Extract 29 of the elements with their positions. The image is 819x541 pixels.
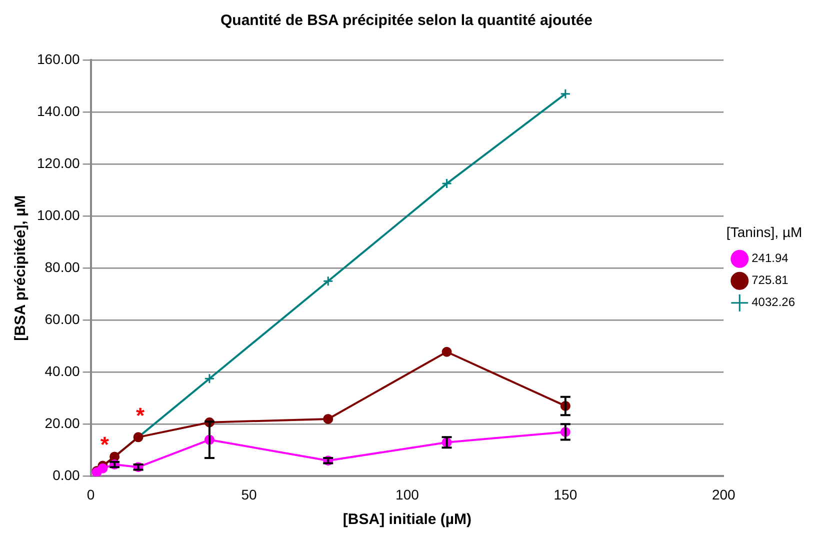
y-tick-label: 120.00 [36, 154, 80, 171]
x-tick-label: 0 [86, 486, 95, 502]
y-tick-label: 100.00 [36, 206, 80, 223]
point [322, 276, 334, 286]
y-tick-label: 60.00 [44, 310, 80, 327]
y-tick-label: 0.00 [52, 467, 80, 484]
annotation: * [100, 432, 110, 457]
y-tick-label: 80.00 [44, 258, 80, 275]
y-tick-label: 140.00 [36, 102, 80, 119]
y-tick-label: 40.00 [44, 363, 80, 380]
y-tick-label: 20.00 [44, 415, 80, 432]
x-tick-label: 50 [241, 486, 258, 502]
point [323, 414, 334, 424]
x-tick-label: 200 [712, 486, 736, 502]
x-tick-label: 100 [396, 486, 420, 502]
point [204, 373, 215, 384]
legend-title: [Tanins], µM [726, 224, 802, 240]
y-axis-title: [BSA précipitée], µM [12, 195, 30, 341]
legend-label: 725.81 [752, 273, 789, 288]
annotation: * [136, 403, 145, 428]
point [560, 88, 571, 100]
x-tick-label: 150 [554, 486, 578, 502]
point [442, 346, 452, 357]
legend-label: 4032.26 [752, 295, 796, 310]
point [442, 178, 452, 189]
x-axis-title: [BSA] initiale (µM) [342, 511, 472, 528]
chart-title: Quantité de BSA précipitée selon la quantité ajoutée [220, 12, 593, 30]
legend-label: 241.94 [752, 251, 789, 266]
y-tick-label: 160.00 [36, 50, 80, 67]
